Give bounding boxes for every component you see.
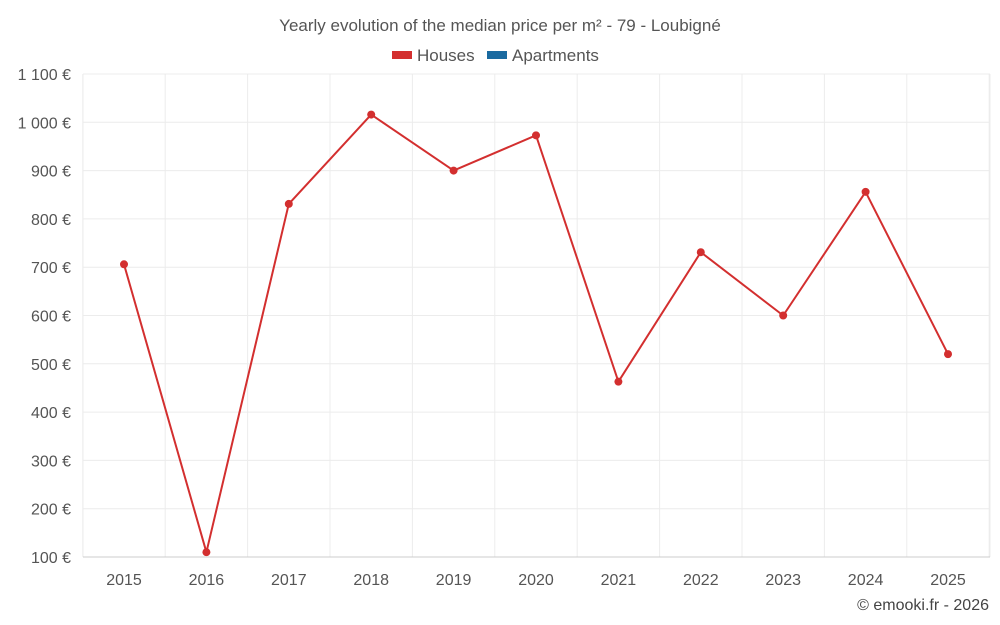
x-tick-label: 2018 [353, 572, 389, 589]
horizontal-gridlines [83, 73, 990, 510]
data-point-houses-2021[interactable] [614, 377, 623, 386]
data-point-houses-2018[interactable] [367, 110, 376, 119]
x-tick-label: 2024 [848, 572, 884, 589]
legend: Houses Apartments [392, 46, 599, 65]
y-tick-label: 500 € [31, 357, 71, 374]
x-tick-label: 2016 [189, 572, 225, 589]
series-layer [120, 110, 952, 557]
x-tick-label: 2019 [436, 572, 472, 589]
y-tick-label: 700 € [31, 260, 71, 277]
y-tick-label: 100 € [31, 550, 71, 567]
x-tick-label: 2020 [518, 572, 554, 589]
data-point-houses-2015[interactable] [120, 260, 128, 269]
legend-item-apartments[interactable]: Apartments [487, 46, 599, 65]
x-tick-label: 2025 [930, 572, 966, 589]
credit-text: © emooki.fr - 2026 [857, 597, 989, 614]
data-point-houses-2025[interactable] [944, 350, 952, 359]
x-tick-label: 2017 [271, 572, 307, 589]
data-point-houses-2019[interactable] [449, 166, 458, 175]
y-tick-label: 900 € [31, 164, 71, 181]
legend-label-houses: Houses [417, 46, 475, 65]
data-point-houses-2023[interactable] [779, 311, 788, 320]
y-tick-label: 400 € [31, 405, 71, 422]
x-tick-label: 2021 [601, 572, 637, 589]
data-point-houses-2022[interactable] [696, 248, 705, 257]
y-axis-tick-labels: 100 € 200 € 300 € 400 € 500 € 600 € 700 € 800 €… [18, 67, 71, 567]
data-point-houses-2016[interactable] [202, 548, 211, 557]
y-tick-label: 1 100 € [18, 67, 71, 84]
y-tick-label: 800 € [31, 212, 71, 229]
legend-swatch-apartments [487, 51, 507, 59]
x-tick-label: 2022 [683, 572, 719, 589]
x-axis-tick-labels: 2015 2016 2017 2018 2019 2020 2021 2022 2023 2024… [106, 572, 966, 589]
y-tick-label: 600 € [31, 309, 71, 326]
legend-item-houses[interactable]: Houses [392, 46, 475, 65]
y-tick-label: 200 € [31, 502, 71, 519]
y-tick-label: 1 000 € [18, 115, 71, 132]
data-point-houses-2024[interactable] [861, 187, 870, 196]
data-point-houses-2017[interactable] [284, 199, 293, 208]
chart-title: Yearly evolution of the median price per… [279, 16, 721, 35]
x-tick-label: 2015 [106, 572, 142, 589]
legend-label-apartments: Apartments [512, 46, 599, 65]
data-point-houses-2020[interactable] [532, 131, 540, 140]
legend-swatch-houses [392, 51, 412, 59]
y-tick-label: 300 € [31, 453, 71, 470]
x-tick-label: 2023 [765, 572, 801, 589]
